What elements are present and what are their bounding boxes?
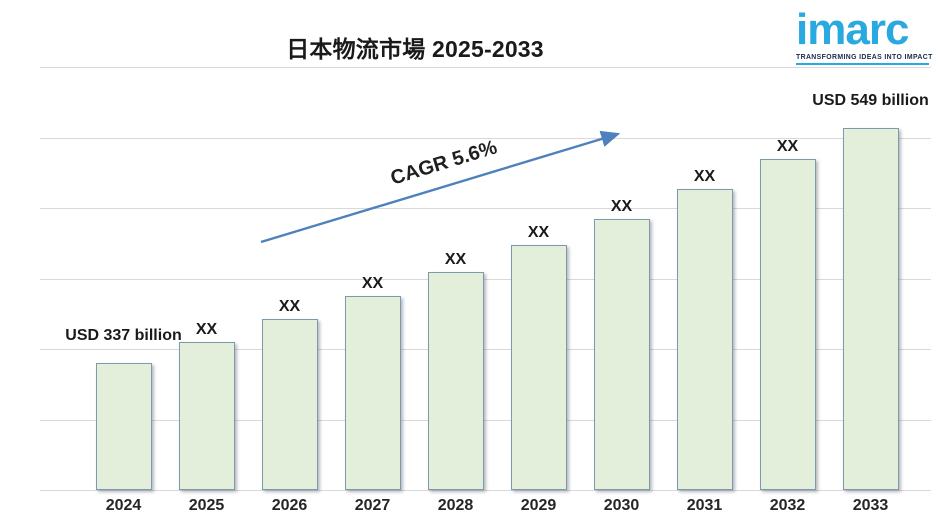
x-axis-label-2033: 2033 [852, 497, 889, 514]
chart-title-japanese: 日本物流市場 [286, 36, 426, 62]
bar-2026 [261, 319, 318, 490]
gridline [40, 67, 931, 68]
bar-2028 [427, 271, 484, 490]
imarc-logo-underline [796, 63, 929, 65]
bar-2033 [842, 127, 899, 490]
bar-value-label-2024: USD 337 billion [65, 326, 182, 344]
chart-title: 日本物流市場 2025-2033 [0, 30, 830, 64]
x-axis-label-2032: 2032 [769, 497, 806, 514]
x-axis-label-2025: 2025 [188, 497, 225, 514]
x-axis-label-2026: 2026 [271, 497, 308, 514]
bar-value-label-2027: XX [361, 275, 384, 293]
bar-value-label-2028: XX [444, 250, 467, 268]
bar-value-label-2025: XX [195, 320, 218, 338]
bar-value-label-2032: XX [776, 137, 799, 155]
x-axis-label-2027: 2027 [354, 497, 391, 514]
gridline [40, 349, 931, 350]
imarc-logo-wordmark: imarc [796, 5, 909, 54]
x-axis-label-2030: 2030 [603, 497, 640, 514]
x-axis-label-2028: 2028 [437, 497, 474, 514]
x-axis-label-2029: 2029 [520, 497, 557, 514]
bar-2027 [344, 296, 401, 490]
bar-value-label-2026: XX [278, 298, 301, 316]
x-axis-label-2031: 2031 [686, 497, 723, 514]
chart-title-year-range: 2025-2033 [432, 36, 544, 62]
bar-2025 [178, 341, 235, 490]
x-axis-label-2024: 2024 [105, 497, 142, 514]
bar-2032 [759, 158, 816, 490]
bar-value-label-2033: USD 549 billion [812, 91, 929, 109]
bar-2030 [593, 218, 650, 490]
bar-2029 [510, 245, 567, 490]
bar-2031 [676, 188, 733, 490]
x-axis-line [40, 490, 931, 491]
imarc-logo: imarc TRANSFORMING IDEAS INTO IMPACT [796, 8, 932, 65]
gridline [40, 278, 931, 280]
gridline [40, 419, 931, 421]
bar-value-label-2031: XX [693, 167, 716, 185]
imarc-logo-tagline: TRANSFORMING IDEAS INTO IMPACT [796, 54, 933, 61]
bar-2024 [95, 362, 152, 490]
